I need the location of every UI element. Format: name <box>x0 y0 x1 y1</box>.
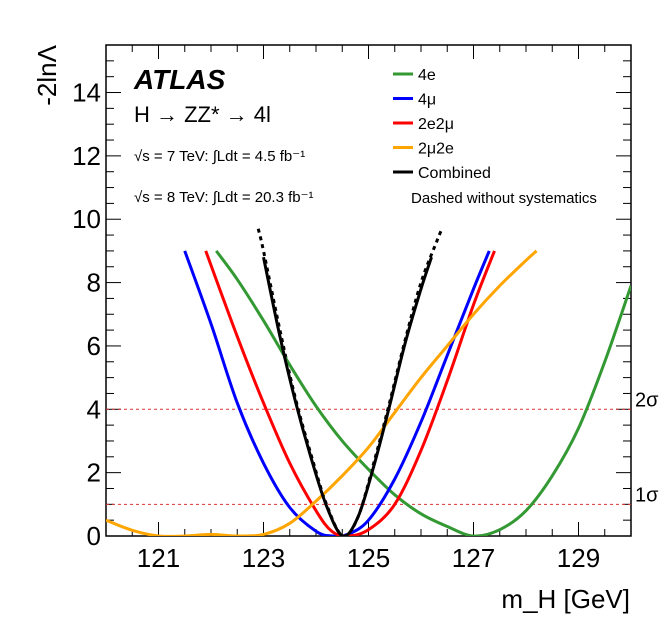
x-tick-label: 123 <box>242 543 285 573</box>
axis-ticks: 121 123 125 127 129 0 2 4 6 8 10 12 14 <box>72 45 631 573</box>
legend-label: 2e2μ <box>418 116 454 133</box>
legend-label: 4μ <box>418 92 436 109</box>
dashed-note: Dashed without systematics <box>411 190 597 207</box>
legend-label: 4e <box>418 67 436 84</box>
x-tick-label: 129 <box>557 543 600 573</box>
y-tick-label: 2 <box>87 458 101 488</box>
x-axis-title: m_H [GeV] <box>501 584 630 614</box>
series-line-2-2e <box>106 249 538 536</box>
x-tick-label: 127 <box>452 543 495 573</box>
y-tick-label: 12 <box>72 141 101 171</box>
x-tick-label: 125 <box>347 543 390 573</box>
y-axis-title: -2lnΛ <box>32 44 62 105</box>
legend-label: Combined <box>418 165 491 182</box>
experiment-label: ATLAS <box>133 64 226 95</box>
series-line-combined-without-systematics- <box>256 228 444 536</box>
series-line-combined <box>262 256 433 536</box>
y-tick-label: 0 <box>87 521 101 551</box>
series-layer <box>106 228 631 536</box>
series-line-2e2- <box>204 250 496 536</box>
legend: 4e 4μ 2e2μ 2μ2e Combined <box>393 67 491 182</box>
y-tick-label: 6 <box>87 331 101 361</box>
y-tick-label: 10 <box>72 204 101 234</box>
lumi-8tev-label: √s = 8 TeV: ∫Ldt = 20.3 fb⁻¹ <box>134 189 314 206</box>
reference-lines: 1σ 2σ <box>106 389 659 506</box>
lumi-7tev-label: √s = 7 TeV: ∫Ldt = 4.5 fb⁻¹ <box>134 148 305 165</box>
legend-label: 2μ2e <box>418 141 454 158</box>
process-label: H → ZZ* → 4l <box>134 102 271 127</box>
y-tick-label: 4 <box>87 394 101 424</box>
series-line-4- <box>183 250 491 536</box>
x-tick-label: 121 <box>137 543 180 573</box>
y-tick-label: 14 <box>72 78 101 108</box>
reference-label: 2σ <box>635 389 659 411</box>
y-tick-label: 8 <box>87 268 101 298</box>
reference-label: 1σ <box>635 484 659 506</box>
